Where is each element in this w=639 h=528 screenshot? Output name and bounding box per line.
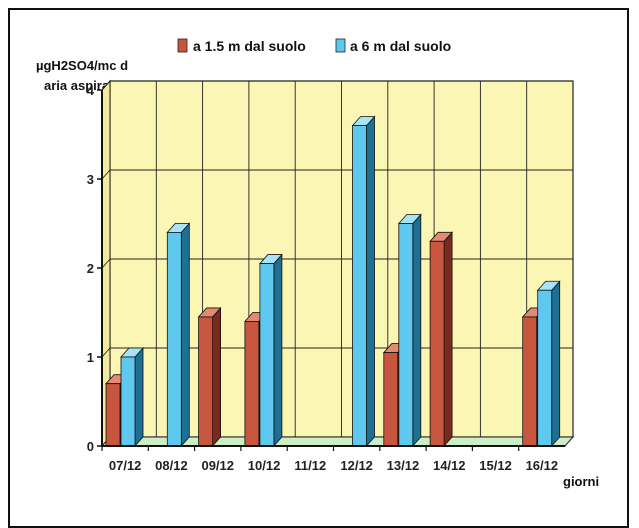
y-tick-label: 0 <box>87 439 94 454</box>
bar-2-13/12 <box>397 213 422 448</box>
x-tick-label: 10/12 <box>248 458 281 473</box>
bar-1-14/12 <box>429 231 453 448</box>
legend-swatch-series1 <box>177 38 188 53</box>
y-tick-label: 1 <box>87 350 94 365</box>
x-tick-label: 07/12 <box>109 458 142 473</box>
x-ticks: 07/12 08/12 09/12 10/12 11/12 12/12 13/12 14/12… <box>101 446 559 473</box>
gridline-side <box>101 258 111 269</box>
x-tick-label: 11/12 <box>294 458 326 473</box>
gridline-side <box>101 80 111 91</box>
x-tick-label: 09/12 <box>201 458 234 473</box>
y-tick-label: 2 <box>87 261 94 276</box>
x-tick-label: 14/12 <box>433 458 466 473</box>
x-tick-label: 15/12 <box>479 458 512 473</box>
x-tick-label: 16/12 <box>526 458 559 473</box>
y-axis-label-line1: µgH2SO4/mc d <box>36 58 128 73</box>
y-axis-label: µgH2SO4/mc d aria aspirata <box>36 58 128 93</box>
y-tick-label: 3 <box>87 172 94 187</box>
legend-swatch-series2 <box>335 38 346 53</box>
gridline-side <box>101 347 111 358</box>
bar-2-10/12 <box>259 253 283 448</box>
y-tick-label: 4 <box>87 83 95 98</box>
bar-2-07/12 <box>120 346 144 448</box>
bar-2-16/12 <box>536 280 561 448</box>
legend: a 1.5 m dal suolo a 6 m dal suolo <box>177 38 451 54</box>
bar-2-08/12 <box>166 222 191 448</box>
x-tick-label: 12/12 <box>340 458 373 473</box>
legend-label-series2: a 6 m dal suolo <box>350 38 451 54</box>
x-tick-label: 08/12 <box>155 458 188 473</box>
bar-chart: a 1.5 m dal suolo a 6 m dal suolo µgH2SO… <box>36 38 599 489</box>
bars <box>105 115 561 448</box>
y-ticks: 0 1 2 3 4 <box>87 83 102 454</box>
x-tick-label: 13/12 <box>387 458 420 473</box>
x-axis-label: giorni <box>563 474 599 489</box>
gridline-side <box>101 169 111 180</box>
bar-2-12/12 <box>351 115 376 448</box>
legend-label-series1: a 1.5 m dal suolo <box>193 38 306 54</box>
bar-1-09/12 <box>197 306 222 448</box>
